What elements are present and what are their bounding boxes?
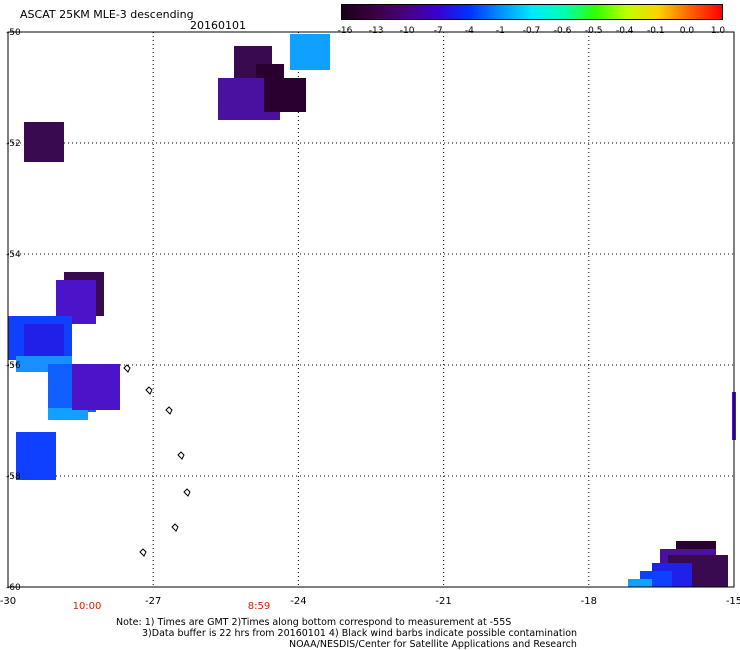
- lat-label: -50: [6, 28, 21, 38]
- map-frame: [7, 31, 735, 588]
- lon-label: -15: [726, 596, 740, 607]
- data-cell: [24, 122, 64, 162]
- map-title: ASCAT 25KM MLE-3 descending: [20, 8, 194, 21]
- island-outline: [171, 523, 179, 532]
- island-outline: [145, 386, 153, 395]
- island-outline: [183, 488, 191, 497]
- axis-labels: -50 -52 -54 -56 -58 -60 -30 -27 -24 -21 -18 -15 10:0…: [0, 28, 740, 612]
- lon-label: -27: [145, 596, 161, 607]
- lat-label: -56: [6, 361, 21, 371]
- colorbar-label: -10: [399, 26, 415, 36]
- lon-label: -21: [435, 596, 451, 607]
- island-outline: [123, 364, 131, 373]
- colorbar-label: -0.6: [553, 26, 572, 36]
- colorbar-label: 0.0: [679, 26, 695, 36]
- data-cell: [24, 324, 64, 360]
- island-outlines: [123, 364, 191, 557]
- colorbar-label: -1: [495, 26, 505, 36]
- colorbar-label: -4: [464, 26, 474, 36]
- map-date: 20160101: [190, 19, 246, 32]
- data-cell: [264, 78, 306, 112]
- footer-note-2: 3)Data buffer is 22 hrs from 20160101 4)…: [142, 628, 578, 639]
- island-outline: [139, 548, 147, 557]
- data-cell: [628, 579, 652, 587]
- lon-label: -30: [0, 596, 16, 607]
- island-outline: [177, 451, 185, 460]
- colorbar: [341, 4, 723, 20]
- lon-label: -18: [581, 596, 597, 607]
- colorbar-label: -0.7: [522, 26, 541, 36]
- lat-label: -60: [6, 583, 21, 593]
- lat-label: -54: [6, 250, 21, 260]
- time-label: 8:59: [248, 601, 270, 612]
- lat-label: -58: [6, 472, 21, 482]
- data-cell: [72, 364, 120, 410]
- colorbar-label: -7: [433, 26, 443, 36]
- colorbar-label: -13: [368, 26, 384, 36]
- lon-label: -24: [290, 596, 306, 607]
- data-cell: [16, 432, 56, 480]
- map-grid: [8, 32, 734, 587]
- footer-note-1: Note: 1) Times are GMT 2)Times along bot…: [116, 617, 512, 628]
- colorbar-label: -0.4: [615, 26, 634, 36]
- colorbar-label: -16: [337, 26, 353, 36]
- colorbar-label: -0.1: [647, 26, 665, 36]
- island-outline: [165, 406, 173, 415]
- data-cells: [8, 34, 736, 587]
- data-cell: [290, 34, 330, 70]
- time-label: 10:00: [73, 601, 102, 612]
- data-cell: [48, 408, 88, 420]
- colorbar-label: -0.5: [584, 26, 603, 36]
- footer-credit: NOAA/NESDIS/Center for Satellite Applica…: [289, 639, 577, 650]
- colorbar-label: 1.0: [710, 26, 726, 36]
- lat-label: -52: [6, 139, 21, 149]
